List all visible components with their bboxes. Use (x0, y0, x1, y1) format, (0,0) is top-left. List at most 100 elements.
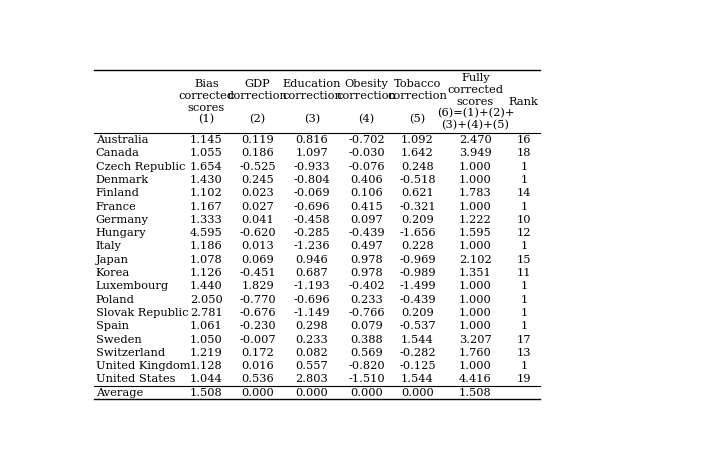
Text: 1.440: 1.440 (190, 281, 223, 291)
Text: 0.245: 0.245 (241, 175, 274, 185)
Text: Slovak Republic: Slovak Republic (96, 308, 189, 318)
Text: Sweden: Sweden (96, 334, 142, 345)
Text: 1.642: 1.642 (401, 149, 434, 158)
Text: -0.620: -0.620 (239, 228, 276, 238)
Text: 1: 1 (520, 281, 527, 291)
Text: 0.186: 0.186 (241, 149, 274, 158)
Text: 0.406: 0.406 (350, 175, 383, 185)
Text: 1.000: 1.000 (459, 281, 492, 291)
Text: 0.013: 0.013 (241, 241, 274, 251)
Text: 0.097: 0.097 (350, 215, 383, 225)
Text: 1.000: 1.000 (459, 175, 492, 185)
Text: -1.236: -1.236 (294, 241, 330, 251)
Text: 1.508: 1.508 (190, 388, 223, 398)
Text: 0.497: 0.497 (350, 241, 383, 251)
Text: Obesity
correction

(4): Obesity correction (4) (337, 79, 396, 125)
Text: -0.696: -0.696 (294, 295, 330, 304)
Text: GDP
correction

(2): GDP correction (2) (228, 79, 288, 125)
Text: 4.595: 4.595 (190, 228, 223, 238)
Text: Denmark: Denmark (96, 175, 149, 185)
Text: 1.595: 1.595 (459, 228, 492, 238)
Text: 0.415: 0.415 (350, 202, 383, 212)
Text: 1.544: 1.544 (401, 375, 434, 384)
Text: 0.172: 0.172 (241, 348, 274, 358)
Text: -0.030: -0.030 (348, 149, 385, 158)
Text: -0.518: -0.518 (399, 175, 436, 185)
Text: 0.023: 0.023 (241, 188, 274, 198)
Text: Spain: Spain (96, 321, 129, 331)
Text: -0.525: -0.525 (239, 162, 276, 171)
Text: Average: Average (96, 388, 143, 398)
Text: 1.000: 1.000 (459, 321, 492, 331)
Text: 1: 1 (520, 321, 527, 331)
Text: 0.557: 0.557 (296, 361, 328, 371)
Text: -1.510: -1.510 (348, 375, 385, 384)
Text: 1: 1 (520, 202, 527, 212)
Text: -0.537: -0.537 (399, 321, 436, 331)
Text: Canada: Canada (96, 149, 140, 158)
Text: 1.508: 1.508 (459, 388, 492, 398)
Text: 1.050: 1.050 (190, 334, 223, 345)
Text: 1.145: 1.145 (190, 135, 223, 145)
Text: 1: 1 (520, 162, 527, 171)
Text: -1.499: -1.499 (399, 281, 436, 291)
Text: 0.233: 0.233 (350, 295, 383, 304)
Text: 16: 16 (517, 135, 531, 145)
Text: 13: 13 (517, 348, 531, 358)
Text: 2.781: 2.781 (190, 308, 223, 318)
Text: 1.078: 1.078 (190, 255, 223, 265)
Text: -0.282: -0.282 (399, 348, 436, 358)
Text: 0.233: 0.233 (296, 334, 328, 345)
Text: 1.000: 1.000 (459, 162, 492, 171)
Text: Poland: Poland (96, 295, 135, 304)
Text: 1.544: 1.544 (401, 334, 434, 345)
Text: -0.230: -0.230 (239, 321, 276, 331)
Text: 0.209: 0.209 (401, 308, 434, 318)
Text: 1.000: 1.000 (459, 241, 492, 251)
Text: Australia: Australia (96, 135, 148, 145)
Text: Education
correction

(3): Education correction (3) (282, 79, 342, 125)
Text: 2.470: 2.470 (459, 135, 492, 145)
Text: 1.000: 1.000 (459, 308, 492, 318)
Text: 1.219: 1.219 (190, 348, 223, 358)
Text: -0.451: -0.451 (239, 268, 276, 278)
Text: 2.050: 2.050 (190, 295, 223, 304)
Text: 1.000: 1.000 (459, 361, 492, 371)
Text: Luxembourg: Luxembourg (96, 281, 169, 291)
Text: 1.351: 1.351 (459, 268, 492, 278)
Text: 0.569: 0.569 (350, 348, 383, 358)
Text: -0.702: -0.702 (348, 135, 385, 145)
Text: Korea: Korea (96, 268, 130, 278)
Text: 11: 11 (517, 268, 531, 278)
Text: 0.228: 0.228 (401, 241, 434, 251)
Text: 10: 10 (517, 215, 531, 225)
Text: -0.804: -0.804 (294, 175, 330, 185)
Text: 0.082: 0.082 (296, 348, 328, 358)
Text: 1.186: 1.186 (190, 241, 223, 251)
Text: 0.069: 0.069 (241, 255, 274, 265)
Text: 1.167: 1.167 (190, 202, 223, 212)
Text: 1: 1 (520, 175, 527, 185)
Text: -0.321: -0.321 (399, 202, 436, 212)
Text: United States: United States (96, 375, 175, 384)
Text: 2.102: 2.102 (459, 255, 492, 265)
Text: 1.333: 1.333 (190, 215, 223, 225)
Text: Hungary: Hungary (96, 228, 146, 238)
Text: 1.783: 1.783 (459, 188, 492, 198)
Text: 0.106: 0.106 (350, 188, 383, 198)
Text: 0.978: 0.978 (350, 268, 383, 278)
Text: -0.766: -0.766 (348, 308, 385, 318)
Text: 1: 1 (520, 295, 527, 304)
Text: 2.803: 2.803 (296, 375, 328, 384)
Text: -0.458: -0.458 (294, 215, 330, 225)
Text: 19: 19 (517, 375, 531, 384)
Text: 0.041: 0.041 (241, 215, 274, 225)
Text: -0.069: -0.069 (294, 188, 330, 198)
Text: 1.102: 1.102 (190, 188, 223, 198)
Text: United Kingdom: United Kingdom (96, 361, 191, 371)
Text: 0.687: 0.687 (296, 268, 328, 278)
Text: -0.402: -0.402 (348, 281, 385, 291)
Text: -0.125: -0.125 (399, 361, 436, 371)
Text: Bias
corrected
scores
(1): Bias corrected scores (1) (179, 79, 235, 125)
Text: 1.128: 1.128 (190, 361, 223, 371)
